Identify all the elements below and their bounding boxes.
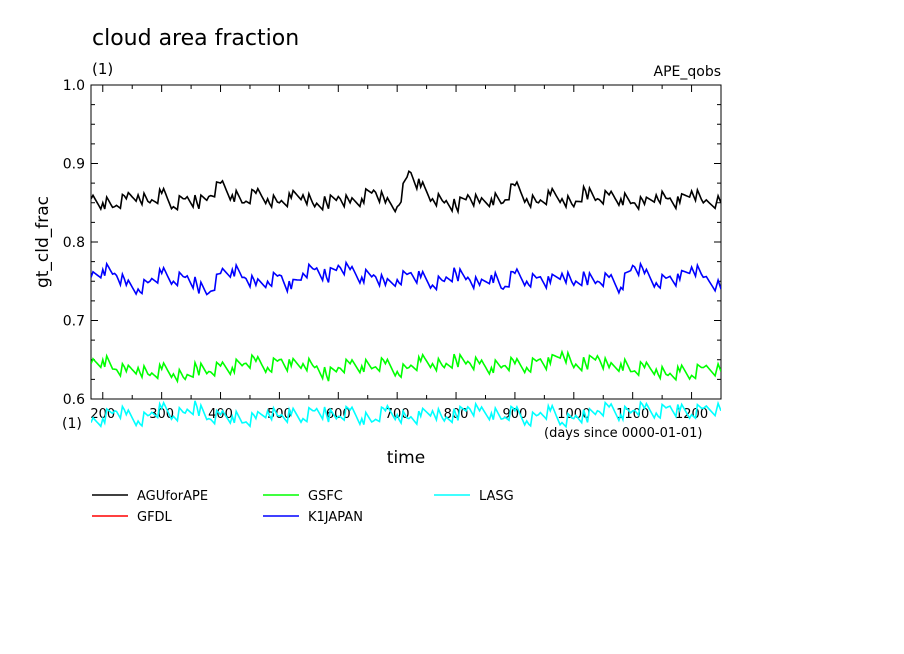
- y-axis: 0.6 0.7 0.8 0.9 1.0: [63, 78, 721, 408]
- plot-frame: [90, 84, 722, 400]
- legend-label: AGUforAPE: [137, 489, 208, 504]
- series-line-k1japan: [91, 260, 721, 296]
- y-tick-label: 0.9: [63, 157, 85, 173]
- series-line-lasg: [91, 400, 721, 429]
- y-axis-label: gt_cld_frac: [33, 196, 53, 288]
- legend-label: GFDL: [137, 510, 173, 525]
- x-axis: 200 300 400 500 600 700 800 900 1000 1100 1200: [90, 85, 722, 422]
- legend-label: GSFC: [308, 489, 343, 504]
- x-axis-label: time: [387, 448, 425, 468]
- experiment-label: APE_qobs: [654, 64, 722, 80]
- legend-label: K1JAPAN: [308, 510, 363, 525]
- series-line-gsfc: [91, 349, 721, 384]
- chart-title: cloud area fraction: [92, 26, 299, 51]
- y-unit-label: (1): [62, 416, 82, 432]
- y-tick-label: 0.7: [63, 314, 85, 330]
- y-tick-label: 0.6: [63, 392, 85, 408]
- x-unit-label: (days since 0000-01-01): [544, 426, 702, 441]
- legend: AGUforAPE GFDL GSFC K1JAPAN LASG: [92, 489, 514, 525]
- y-tick-label: 0.8: [63, 235, 85, 251]
- series-line-aguforape: [91, 170, 721, 215]
- chart-subtitle: (1): [92, 60, 113, 78]
- y-tick-label: 1.0: [63, 78, 85, 94]
- series-layer: [91, 170, 721, 429]
- legend-label: LASG: [479, 489, 514, 504]
